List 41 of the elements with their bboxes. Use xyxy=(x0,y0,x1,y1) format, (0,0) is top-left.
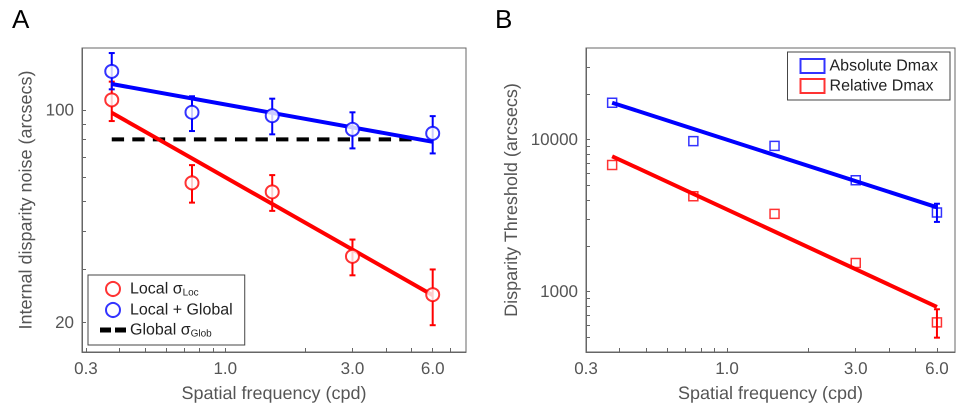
text: B xyxy=(495,4,512,34)
y-tick-label: 20 xyxy=(55,313,74,332)
point xyxy=(104,92,120,108)
point xyxy=(606,97,618,108)
point xyxy=(932,207,942,218)
x-tick-label: 1.0 xyxy=(715,359,739,378)
point xyxy=(850,175,861,186)
point xyxy=(104,64,120,79)
point xyxy=(688,136,699,146)
x-axis-title: Spatial frequency (cpd) xyxy=(678,383,864,403)
point xyxy=(932,317,942,328)
point xyxy=(344,122,360,137)
legend-label: Relative Dmax xyxy=(830,78,934,94)
point xyxy=(850,258,861,268)
x-tick-label: 1.0 xyxy=(213,359,238,378)
point xyxy=(184,104,200,120)
y-tick-label: 1000 xyxy=(540,282,578,302)
legend-label: Local + Global xyxy=(130,302,233,318)
point xyxy=(688,191,699,202)
y-tick-label: 100 xyxy=(46,100,74,120)
point xyxy=(184,175,200,190)
text: A xyxy=(12,4,30,34)
point xyxy=(769,208,780,220)
y-axis-title: Internal disparity noise (arcsecs) xyxy=(16,70,36,330)
y-axis-title: Disparity Threshold (arcsecs) xyxy=(500,83,521,317)
point xyxy=(264,184,280,200)
point xyxy=(344,248,360,264)
x-tick-label: 3.0 xyxy=(844,359,868,378)
x-tick-label: 0.3 xyxy=(574,359,598,378)
legend-label: Absolute Dmax xyxy=(830,58,938,74)
x-tick-label: 3.0 xyxy=(340,359,364,378)
y-tick-label: 10000 xyxy=(530,130,578,150)
point xyxy=(425,287,440,302)
point xyxy=(606,160,618,170)
point xyxy=(425,126,440,141)
point xyxy=(264,108,280,124)
x-tick-label: 6.0 xyxy=(925,359,949,378)
point xyxy=(769,140,780,152)
x-tick-label: 0.3 xyxy=(74,359,98,378)
x-axis-title: Spatial frequency (cpd) xyxy=(181,383,367,403)
x-tick-label: 6.0 xyxy=(420,359,445,378)
